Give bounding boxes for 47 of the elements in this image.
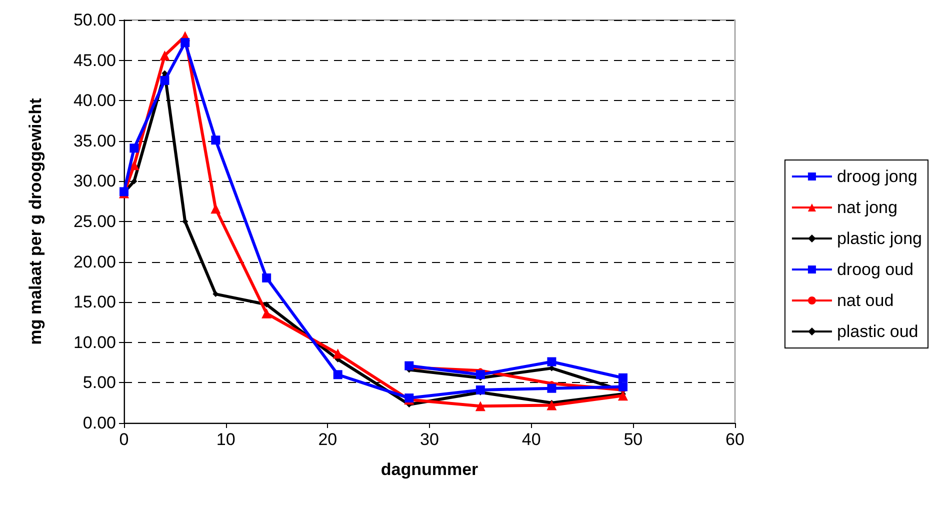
y-tick-label: 45.00 [73, 50, 116, 70]
y-tick-label: 50.00 [73, 10, 116, 30]
point [547, 384, 556, 393]
point [160, 76, 170, 85]
point [210, 204, 221, 214]
point [332, 348, 343, 359]
point [211, 136, 220, 145]
point [547, 357, 556, 366]
point [129, 160, 140, 170]
legend-label: droog oud [836, 260, 914, 279]
point [180, 38, 190, 48]
y-tick-label: 30.00 [73, 172, 116, 191]
legend-label: nat oud [836, 291, 894, 310]
legend-label: plastic oud [836, 322, 918, 341]
point [333, 370, 342, 380]
point [618, 390, 628, 401]
point [618, 373, 628, 382]
y-tick-label: 5.00 [82, 373, 116, 392]
point [475, 401, 486, 412]
y-tick-label: 35.00 [73, 131, 116, 150]
x-axis-title: dagnummer [380, 460, 479, 479]
y-tick-label: 0.00 [82, 414, 116, 432]
point [130, 144, 139, 153]
x-tick-label: 30 [420, 430, 439, 449]
x-tick-label: 10 [216, 430, 236, 449]
x-tick-label: 60 [726, 430, 744, 449]
point [262, 273, 272, 282]
point [546, 400, 557, 410]
point [618, 382, 628, 392]
x-tick-label: 40 [522, 430, 541, 449]
legend-label: droog jong [836, 167, 918, 186]
point [476, 370, 485, 380]
x-tick-label: 20 [318, 430, 338, 449]
y-tick-label: 20.00 [73, 252, 116, 272]
legend-label: nat jong [836, 198, 898, 217]
point [476, 385, 485, 394]
y-tick-label: 40.00 [73, 91, 116, 110]
x-tick-label: 50 [624, 430, 643, 449]
x-tick-label: 0 [119, 430, 129, 449]
legend-label: plastic jong [836, 229, 922, 248]
y-tick-label: 25.00 [73, 212, 116, 231]
point [404, 361, 414, 370]
y-tick-label: 15.00 [73, 292, 116, 312]
point [262, 308, 272, 318]
y-tick-label: 10.00 [73, 332, 116, 352]
point [160, 50, 170, 60]
y-axis-title: mg malaat per g drooggewicht [26, 98, 45, 345]
